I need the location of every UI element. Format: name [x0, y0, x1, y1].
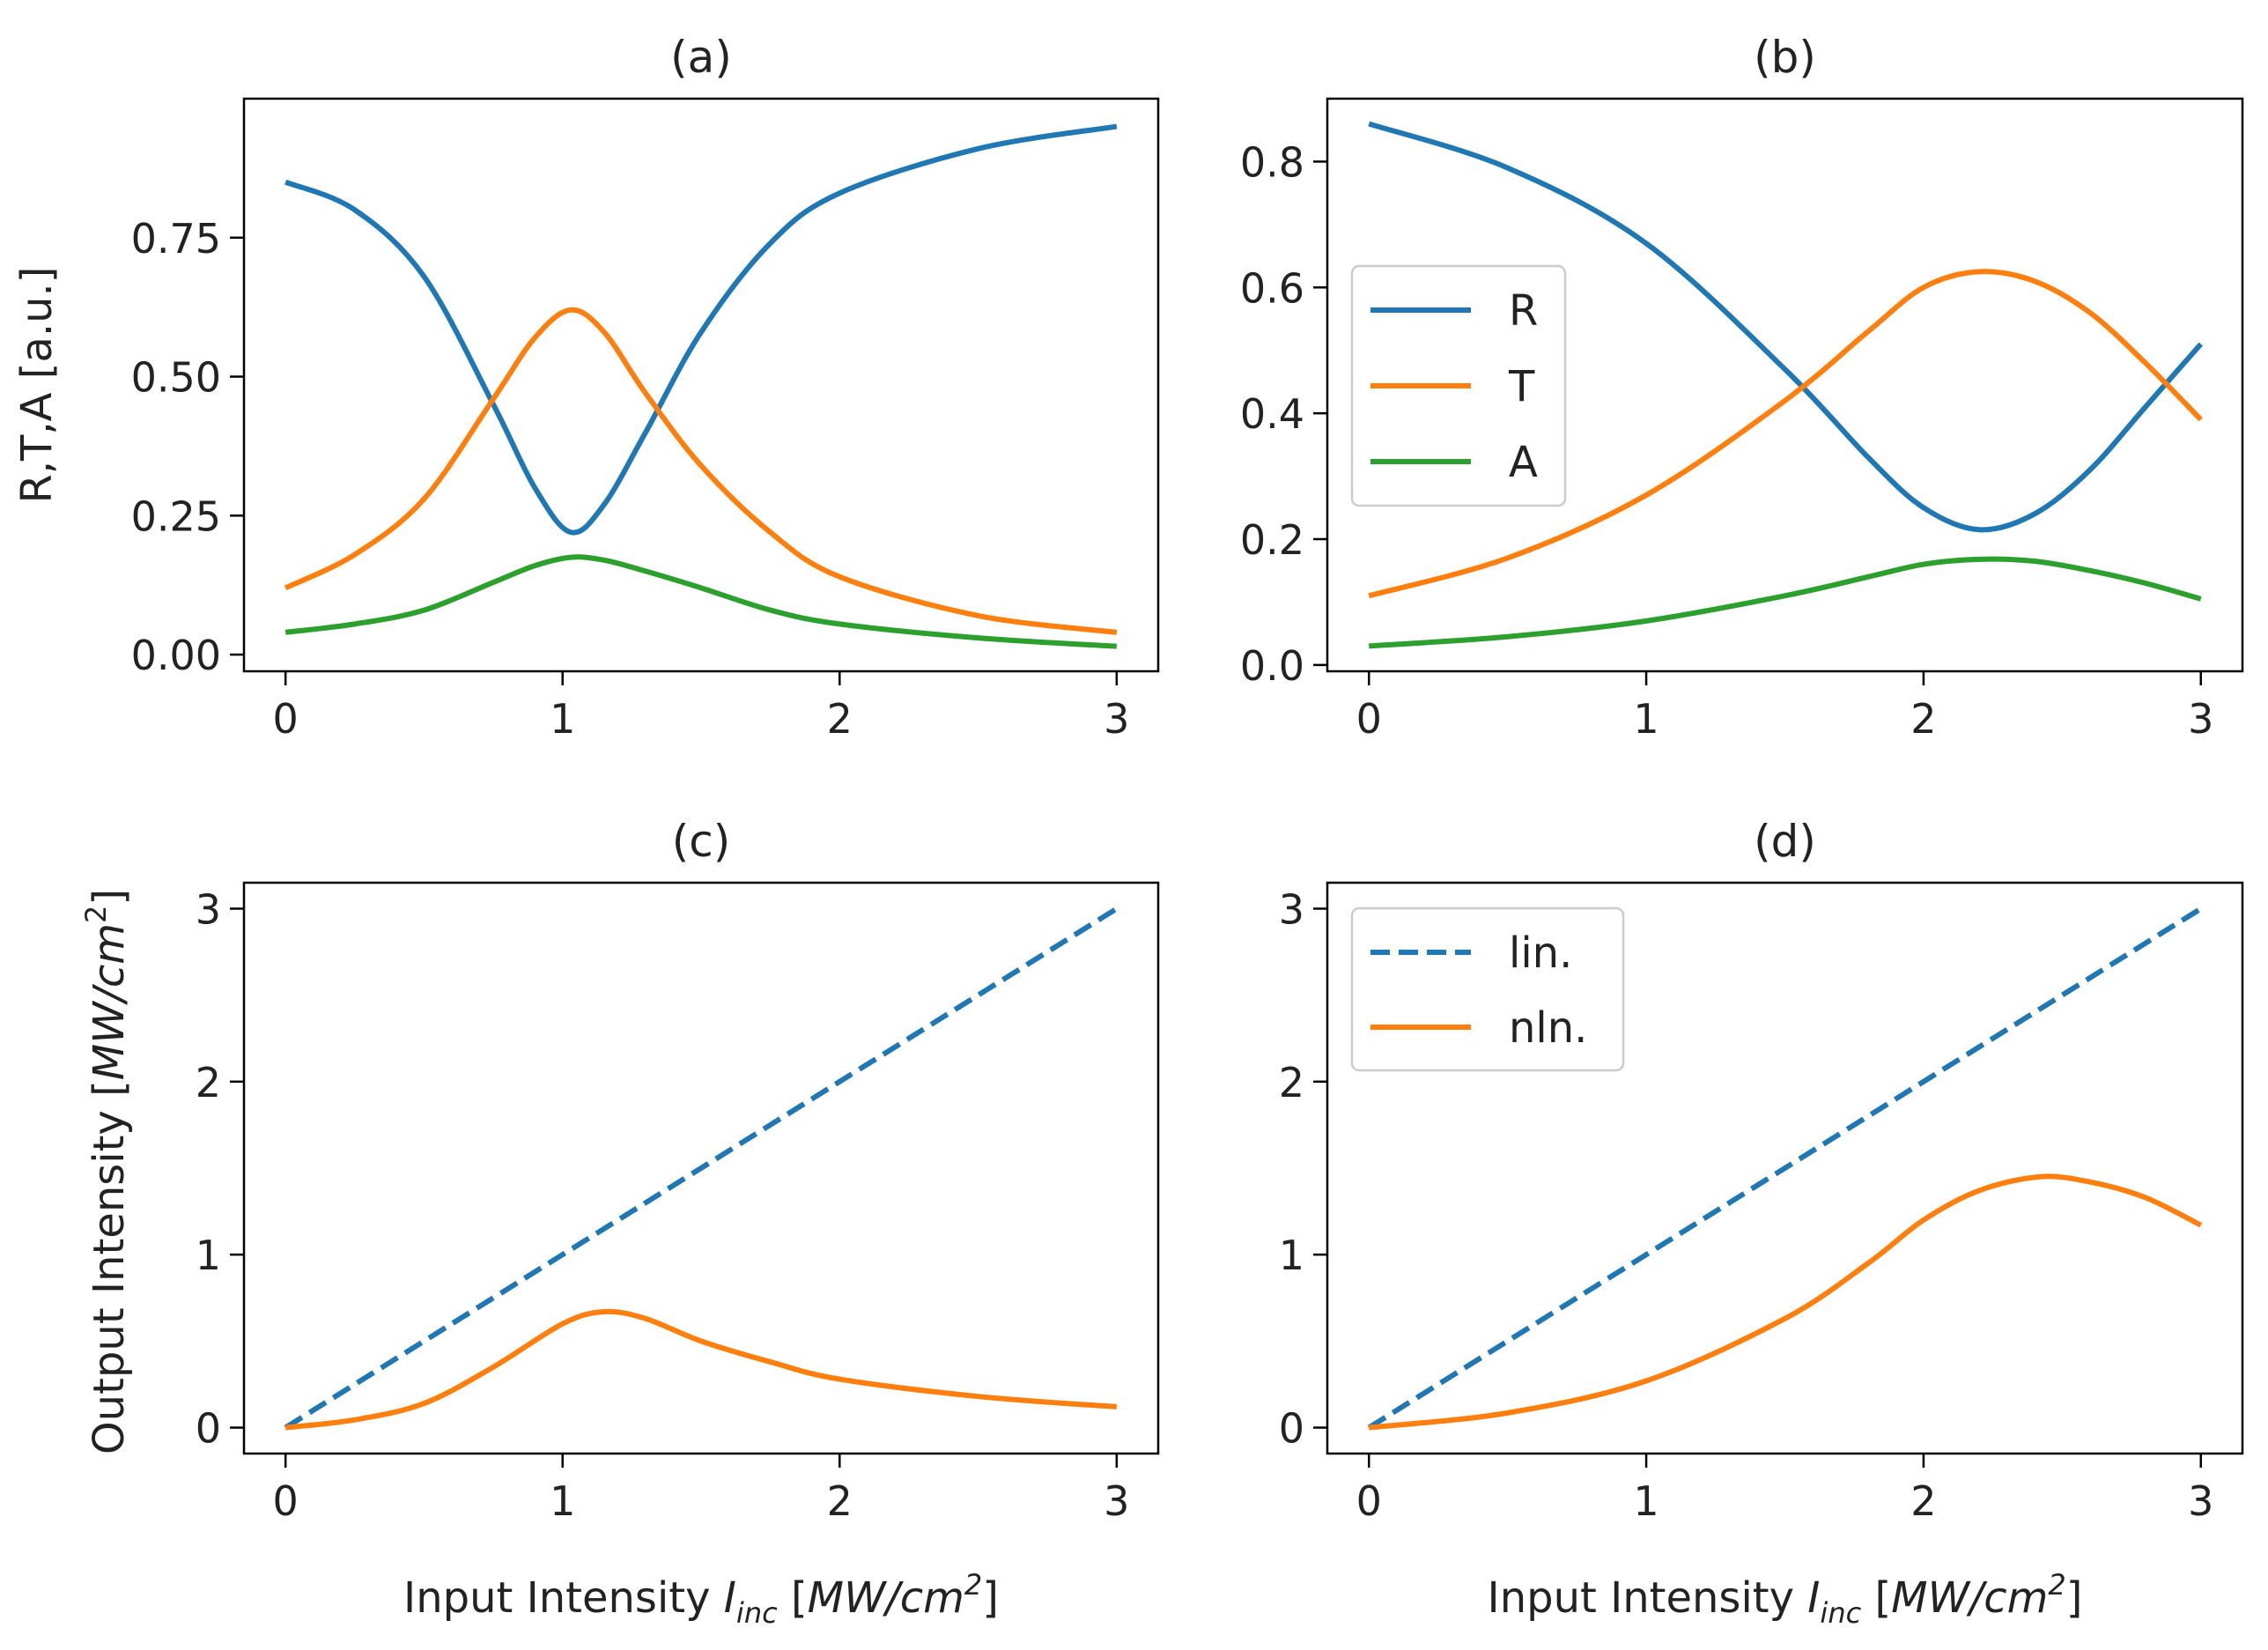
y-tick-label: 0.2 [1240, 516, 1304, 564]
x-label-unit: MW/cm [808, 1573, 964, 1623]
x-label-main: Input Intensity [1488, 1573, 1808, 1623]
x-tick-label: 3 [1104, 1477, 1129, 1525]
y-tick-label: 0.50 [131, 354, 221, 402]
y-tick-label: 0.25 [131, 492, 221, 540]
series-line-A [1369, 556, 2202, 649]
x-label-var: I [724, 1573, 736, 1623]
series-line-T [284, 307, 1118, 635]
legend-label: T [1508, 362, 1535, 411]
x-label-var: I [1807, 1573, 1820, 1623]
x-tick-label: 3 [1104, 695, 1129, 743]
legend: lin. nln. [1350, 906, 1625, 1072]
x-tick-label: 2 [827, 1477, 853, 1525]
series-line-A [284, 554, 1118, 649]
series-line-R [1368, 121, 2204, 533]
x-tick-label: 3 [2188, 1477, 2213, 1525]
y-label-sup: 2 [79, 906, 113, 923]
x-label-sup: 2 [964, 1568, 982, 1602]
x-tick-label: 2 [1910, 695, 1936, 743]
x-tick-label: 0 [273, 1477, 299, 1525]
x-tick-label: 2 [1910, 1477, 1936, 1525]
x-tick-label: 1 [1633, 695, 1659, 743]
series-line-nln [1368, 1173, 2203, 1431]
x-tick-label: 1 [1633, 1477, 1659, 1525]
y-tick-label: 0 [1279, 1405, 1304, 1453]
series-line-T [1368, 269, 2203, 599]
y-tick-label: 0.75 [131, 215, 221, 263]
x-axis-label: Input Intensity Iinc [MW/cm2] [403, 1568, 999, 1630]
x-label-unit-close: ] [982, 1573, 999, 1623]
y-label-unit: MW/cm [85, 923, 134, 1080]
series-line-R [284, 123, 1118, 536]
x-label-unit-open: [ [1861, 1573, 1891, 1623]
x-label-unit: MW/cm [1891, 1573, 2048, 1623]
y-tick-label: 0.4 [1240, 390, 1304, 438]
x-tick-label: 3 [2188, 695, 2213, 743]
y-tick-label: 3 [196, 885, 221, 933]
y-tick-label: 0 [196, 1405, 221, 1453]
axes-frame [242, 881, 1160, 1455]
y-tick-label: 0.0 [1240, 642, 1304, 690]
x-tick-label: 0 [1356, 1477, 1382, 1525]
legend-label: lin. [1509, 929, 1572, 978]
panel-title: (a) [670, 32, 732, 83]
y-tick-label: 2 [1279, 1059, 1304, 1106]
axes-frame [1326, 97, 2244, 673]
panel-a: (a) 0 1 2 3 0.00 0.25 0.50 0.75 R,T,A [a.u.] [12, 32, 1160, 743]
series-line-lin [1367, 906, 2203, 1431]
y-axis-label: Output Intensity [MW/cm2] [79, 889, 134, 1454]
x-label-sub: inc [736, 1596, 778, 1630]
x-tick-label: 0 [1356, 695, 1382, 743]
x-label-sub: inc [1820, 1596, 1861, 1630]
legend-label: A [1509, 438, 1538, 487]
x-axis-label: Input Intensity Iinc [MW/cm2] [1488, 1568, 2083, 1630]
x-tick-label: 1 [550, 1477, 575, 1525]
x-tick-label: 0 [273, 695, 299, 743]
y-tick-label: 1 [1279, 1232, 1304, 1279]
y-tick-label: 1 [196, 1232, 221, 1279]
y-tick-label: 0.6 [1240, 264, 1304, 312]
panel-title: (b) [1754, 32, 1816, 83]
panel-b: (b) 0 1 2 3 0.0 0.2 0.4 0.6 0.8 RTA [1240, 32, 2244, 743]
y-label-main: Output Intensity [ [85, 1080, 134, 1454]
y-tick-label: 3 [1279, 885, 1304, 933]
panel-title: (c) [672, 816, 731, 867]
legend-label: R [1509, 286, 1538, 336]
panel-title: (d) [1754, 816, 1816, 867]
x-tick-label: 1 [550, 695, 575, 743]
x-label-unit-close: ] [2066, 1573, 2083, 1623]
y-tick-label: 0.00 [131, 632, 221, 679]
x-label-sup: 2 [2048, 1568, 2065, 1602]
y-tick-label: 0.8 [1240, 138, 1304, 186]
axes-frame [242, 97, 1160, 673]
legend: RTA [1350, 264, 1567, 507]
y-tick-label: 2 [196, 1059, 221, 1106]
legend-label: nln. [1509, 1003, 1587, 1053]
x-label-unit-open: [ [778, 1573, 808, 1623]
y-label-close: ] [85, 889, 134, 906]
series-line-nln [284, 1308, 1118, 1431]
x-label-main: Input Intensity [403, 1573, 724, 1623]
x-tick-label: 2 [827, 695, 853, 743]
y-axis-label: R,T,A [a.u.] [12, 266, 62, 503]
series-line-lin [284, 906, 1119, 1431]
axes-frame [1326, 881, 2244, 1455]
